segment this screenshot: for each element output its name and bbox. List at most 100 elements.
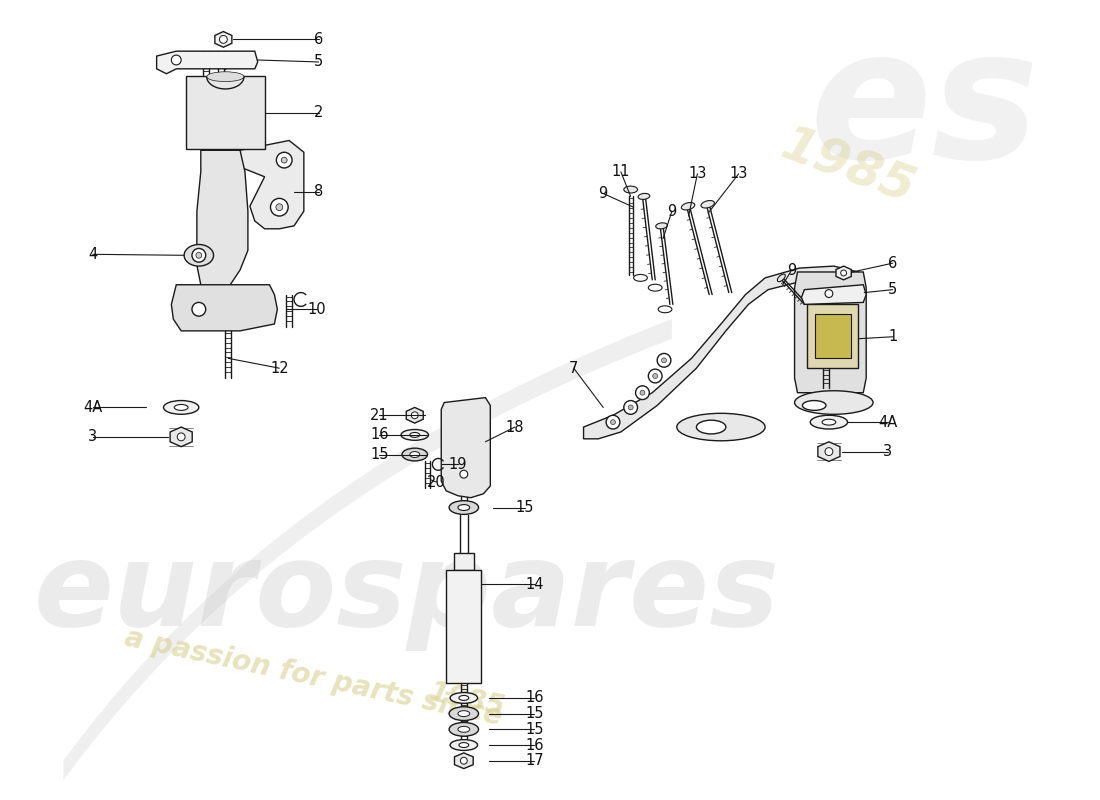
Text: 1985: 1985 bbox=[774, 121, 922, 214]
Text: 10: 10 bbox=[307, 302, 326, 317]
Polygon shape bbox=[794, 272, 866, 393]
Text: 14: 14 bbox=[525, 577, 543, 591]
Ellipse shape bbox=[458, 726, 470, 732]
Text: 4: 4 bbox=[88, 247, 98, 262]
Ellipse shape bbox=[794, 390, 873, 414]
Ellipse shape bbox=[449, 722, 478, 736]
Polygon shape bbox=[836, 266, 851, 280]
Bar bbox=[454, 553, 474, 570]
Polygon shape bbox=[441, 398, 491, 498]
Circle shape bbox=[276, 204, 283, 210]
Polygon shape bbox=[240, 141, 304, 229]
Text: 20: 20 bbox=[427, 474, 446, 490]
Ellipse shape bbox=[207, 72, 244, 82]
Circle shape bbox=[825, 290, 833, 298]
Text: 3: 3 bbox=[88, 430, 98, 444]
Circle shape bbox=[606, 415, 620, 429]
Circle shape bbox=[657, 354, 671, 367]
Text: 6: 6 bbox=[314, 32, 323, 47]
Circle shape bbox=[271, 198, 288, 216]
Text: 9: 9 bbox=[668, 204, 676, 218]
Circle shape bbox=[196, 252, 201, 258]
Text: 3: 3 bbox=[883, 444, 892, 459]
Text: 4A: 4A bbox=[84, 400, 102, 415]
Ellipse shape bbox=[656, 223, 668, 229]
Ellipse shape bbox=[811, 415, 848, 429]
Circle shape bbox=[282, 157, 287, 163]
Circle shape bbox=[610, 420, 616, 425]
Polygon shape bbox=[818, 442, 840, 462]
Text: 13: 13 bbox=[729, 166, 748, 182]
Ellipse shape bbox=[450, 693, 477, 703]
Text: 6: 6 bbox=[888, 256, 898, 270]
Text: 4A: 4A bbox=[878, 414, 898, 430]
Ellipse shape bbox=[802, 401, 826, 410]
Polygon shape bbox=[197, 150, 248, 292]
Text: 16: 16 bbox=[371, 427, 388, 442]
Polygon shape bbox=[172, 285, 277, 331]
Text: 2: 2 bbox=[314, 106, 323, 121]
Ellipse shape bbox=[174, 405, 188, 410]
Ellipse shape bbox=[681, 202, 695, 210]
Polygon shape bbox=[454, 753, 473, 769]
Ellipse shape bbox=[701, 201, 714, 208]
Text: es: es bbox=[810, 20, 1040, 196]
Text: 21: 21 bbox=[370, 408, 388, 422]
Polygon shape bbox=[156, 51, 257, 74]
Ellipse shape bbox=[624, 186, 638, 193]
Circle shape bbox=[648, 369, 662, 383]
Ellipse shape bbox=[458, 505, 470, 510]
Polygon shape bbox=[406, 407, 424, 423]
Text: 12: 12 bbox=[270, 361, 288, 376]
Ellipse shape bbox=[402, 448, 428, 461]
Text: 5: 5 bbox=[314, 54, 323, 70]
Polygon shape bbox=[584, 266, 864, 439]
Text: 11: 11 bbox=[612, 164, 630, 179]
Circle shape bbox=[461, 758, 468, 764]
Text: 18: 18 bbox=[506, 419, 524, 434]
Ellipse shape bbox=[822, 419, 836, 425]
Bar bbox=[815, 314, 850, 358]
Polygon shape bbox=[170, 427, 192, 446]
Ellipse shape bbox=[402, 430, 429, 440]
Text: 16: 16 bbox=[525, 738, 543, 753]
Text: 9: 9 bbox=[598, 186, 608, 201]
Text: 8: 8 bbox=[314, 184, 323, 199]
Circle shape bbox=[628, 405, 634, 410]
Ellipse shape bbox=[634, 274, 648, 282]
Text: 17: 17 bbox=[525, 754, 543, 768]
Text: 15: 15 bbox=[525, 722, 543, 737]
Text: a passion for parts since: a passion for parts since bbox=[122, 623, 505, 731]
Circle shape bbox=[460, 470, 467, 478]
Ellipse shape bbox=[449, 501, 478, 514]
Ellipse shape bbox=[459, 742, 469, 747]
Bar bbox=[186, 76, 265, 150]
Ellipse shape bbox=[648, 284, 662, 291]
Ellipse shape bbox=[410, 433, 420, 438]
Text: 5: 5 bbox=[888, 282, 898, 297]
Circle shape bbox=[411, 412, 418, 418]
Ellipse shape bbox=[458, 710, 470, 717]
Circle shape bbox=[624, 401, 638, 414]
Circle shape bbox=[192, 249, 206, 262]
Circle shape bbox=[636, 386, 649, 399]
Ellipse shape bbox=[449, 706, 478, 721]
Ellipse shape bbox=[778, 274, 785, 282]
Ellipse shape bbox=[696, 420, 726, 434]
Text: 15: 15 bbox=[525, 706, 543, 721]
Ellipse shape bbox=[658, 306, 672, 313]
Text: 13: 13 bbox=[689, 166, 706, 182]
Bar bbox=[447, 570, 482, 683]
Ellipse shape bbox=[450, 740, 477, 750]
Ellipse shape bbox=[638, 194, 650, 199]
Text: eurospares: eurospares bbox=[34, 536, 780, 651]
Text: 16: 16 bbox=[525, 690, 543, 706]
Polygon shape bbox=[214, 31, 232, 47]
Bar bbox=[807, 304, 858, 368]
Text: 9: 9 bbox=[786, 262, 796, 278]
Text: 15: 15 bbox=[516, 500, 534, 515]
Text: 15: 15 bbox=[371, 447, 388, 462]
Ellipse shape bbox=[459, 695, 469, 700]
Ellipse shape bbox=[410, 451, 420, 458]
Circle shape bbox=[172, 55, 182, 65]
